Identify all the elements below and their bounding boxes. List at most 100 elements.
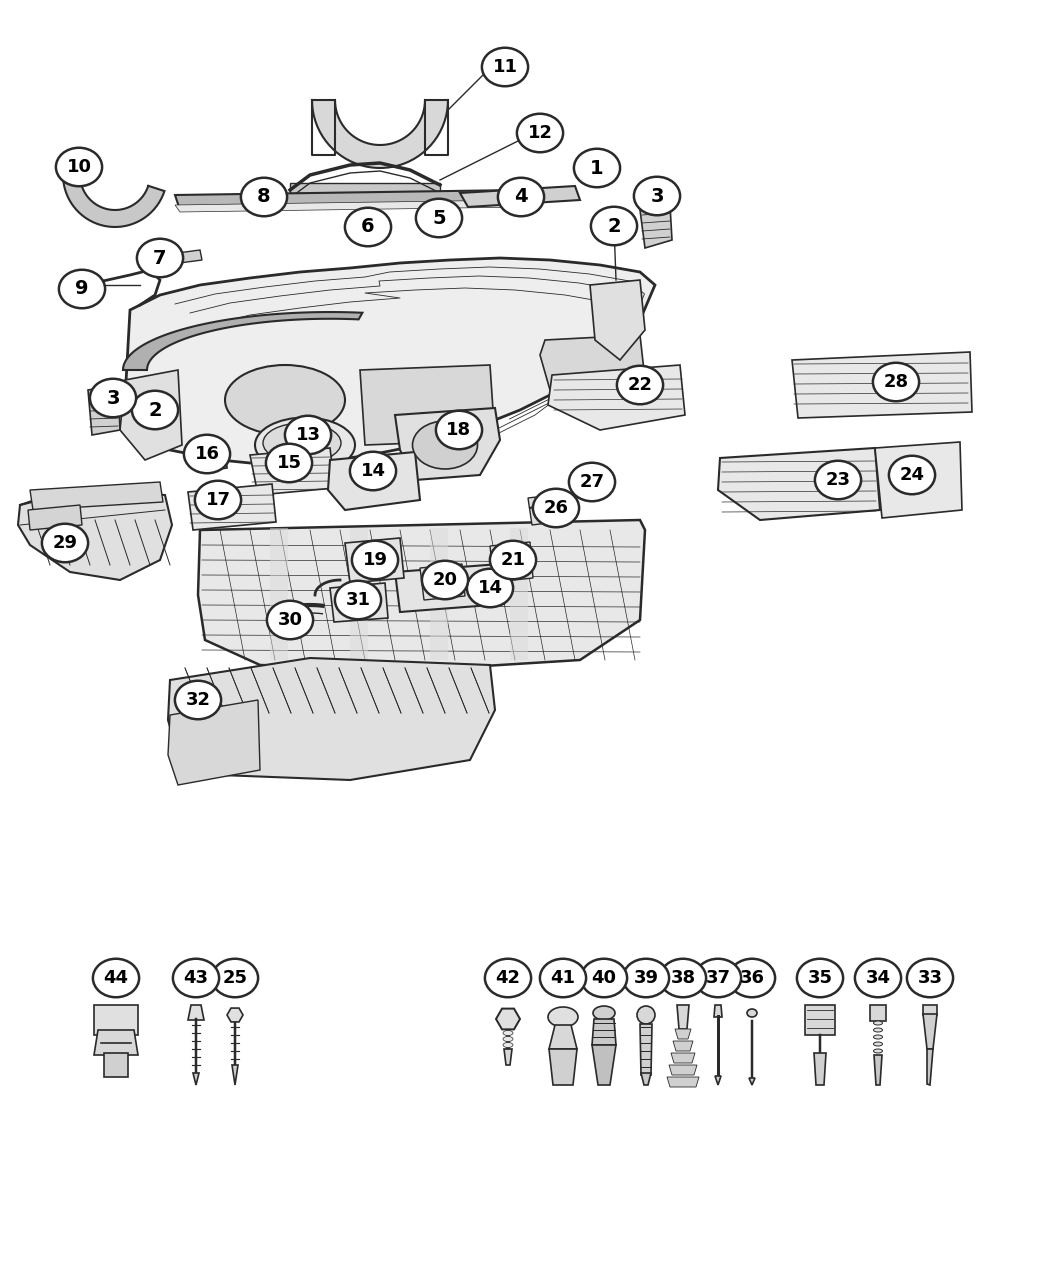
Polygon shape xyxy=(814,1053,826,1085)
Polygon shape xyxy=(360,548,395,576)
Text: 16: 16 xyxy=(194,445,219,463)
Polygon shape xyxy=(395,408,500,479)
Ellipse shape xyxy=(352,541,398,579)
Polygon shape xyxy=(188,484,276,530)
Ellipse shape xyxy=(873,363,919,402)
Text: 5: 5 xyxy=(433,209,446,227)
Ellipse shape xyxy=(503,1043,513,1048)
Ellipse shape xyxy=(184,435,230,473)
Polygon shape xyxy=(120,370,182,460)
Polygon shape xyxy=(155,250,202,266)
Polygon shape xyxy=(350,528,368,660)
Polygon shape xyxy=(870,1005,886,1021)
Ellipse shape xyxy=(503,1037,513,1042)
Ellipse shape xyxy=(335,580,381,620)
Polygon shape xyxy=(175,200,525,212)
Text: 12: 12 xyxy=(527,124,552,142)
Text: 3: 3 xyxy=(650,186,664,205)
Ellipse shape xyxy=(416,199,462,237)
Ellipse shape xyxy=(874,1035,882,1039)
Ellipse shape xyxy=(540,959,586,997)
Polygon shape xyxy=(195,444,227,472)
Text: 2: 2 xyxy=(607,217,621,236)
Text: 38: 38 xyxy=(671,969,695,987)
Text: 8: 8 xyxy=(257,187,271,207)
Ellipse shape xyxy=(422,561,468,599)
Text: 23: 23 xyxy=(825,470,851,490)
Ellipse shape xyxy=(855,959,901,997)
Ellipse shape xyxy=(240,177,287,217)
Polygon shape xyxy=(592,1019,616,1046)
Polygon shape xyxy=(250,448,335,495)
Text: 41: 41 xyxy=(550,969,575,987)
Polygon shape xyxy=(792,352,972,418)
Text: 29: 29 xyxy=(52,534,78,552)
Ellipse shape xyxy=(637,1006,655,1024)
Ellipse shape xyxy=(136,238,183,277)
Polygon shape xyxy=(927,1049,933,1085)
Text: 10: 10 xyxy=(66,158,91,176)
Polygon shape xyxy=(193,1074,200,1085)
Text: 4: 4 xyxy=(514,187,528,207)
Ellipse shape xyxy=(350,451,396,491)
Polygon shape xyxy=(923,1014,937,1049)
Ellipse shape xyxy=(195,481,242,519)
Ellipse shape xyxy=(132,390,179,430)
Ellipse shape xyxy=(533,488,580,528)
Text: 30: 30 xyxy=(277,611,302,629)
Text: 9: 9 xyxy=(76,279,89,298)
Polygon shape xyxy=(875,442,962,518)
Text: 21: 21 xyxy=(501,551,525,569)
Ellipse shape xyxy=(889,455,936,495)
Ellipse shape xyxy=(517,113,563,152)
Polygon shape xyxy=(330,583,388,622)
Text: 13: 13 xyxy=(295,426,320,444)
Ellipse shape xyxy=(225,365,345,435)
Polygon shape xyxy=(168,658,495,780)
Ellipse shape xyxy=(413,421,478,469)
Polygon shape xyxy=(18,490,172,580)
Text: 17: 17 xyxy=(206,491,231,509)
Ellipse shape xyxy=(591,207,637,245)
Ellipse shape xyxy=(92,959,139,997)
Text: 44: 44 xyxy=(104,969,128,987)
Polygon shape xyxy=(345,538,404,583)
Text: 26: 26 xyxy=(544,499,568,516)
Ellipse shape xyxy=(485,959,531,997)
Ellipse shape xyxy=(482,47,528,87)
Text: 24: 24 xyxy=(900,465,924,484)
Polygon shape xyxy=(290,184,440,193)
Polygon shape xyxy=(640,1024,652,1075)
Ellipse shape xyxy=(634,177,680,215)
Text: 20: 20 xyxy=(433,571,458,589)
Polygon shape xyxy=(490,542,533,581)
Ellipse shape xyxy=(255,417,355,473)
Ellipse shape xyxy=(56,148,102,186)
Ellipse shape xyxy=(815,460,861,500)
Text: 32: 32 xyxy=(186,691,210,709)
Polygon shape xyxy=(175,190,525,210)
Ellipse shape xyxy=(874,1049,882,1053)
Ellipse shape xyxy=(173,959,219,997)
Text: 43: 43 xyxy=(184,969,209,987)
Text: 31: 31 xyxy=(345,592,371,609)
Ellipse shape xyxy=(569,463,615,501)
Ellipse shape xyxy=(695,959,741,997)
Ellipse shape xyxy=(548,1007,578,1026)
Polygon shape xyxy=(504,1049,512,1065)
Polygon shape xyxy=(104,1053,128,1077)
Polygon shape xyxy=(715,1076,721,1085)
Polygon shape xyxy=(667,1077,699,1088)
Polygon shape xyxy=(590,280,645,360)
Ellipse shape xyxy=(617,366,664,404)
Ellipse shape xyxy=(59,270,105,309)
Ellipse shape xyxy=(175,681,222,719)
Ellipse shape xyxy=(467,569,513,607)
Polygon shape xyxy=(94,1005,138,1035)
Polygon shape xyxy=(232,1065,238,1085)
Ellipse shape xyxy=(729,959,775,997)
Text: 37: 37 xyxy=(706,969,731,987)
Text: 14: 14 xyxy=(360,462,385,479)
Polygon shape xyxy=(549,1049,578,1085)
Ellipse shape xyxy=(498,177,544,217)
